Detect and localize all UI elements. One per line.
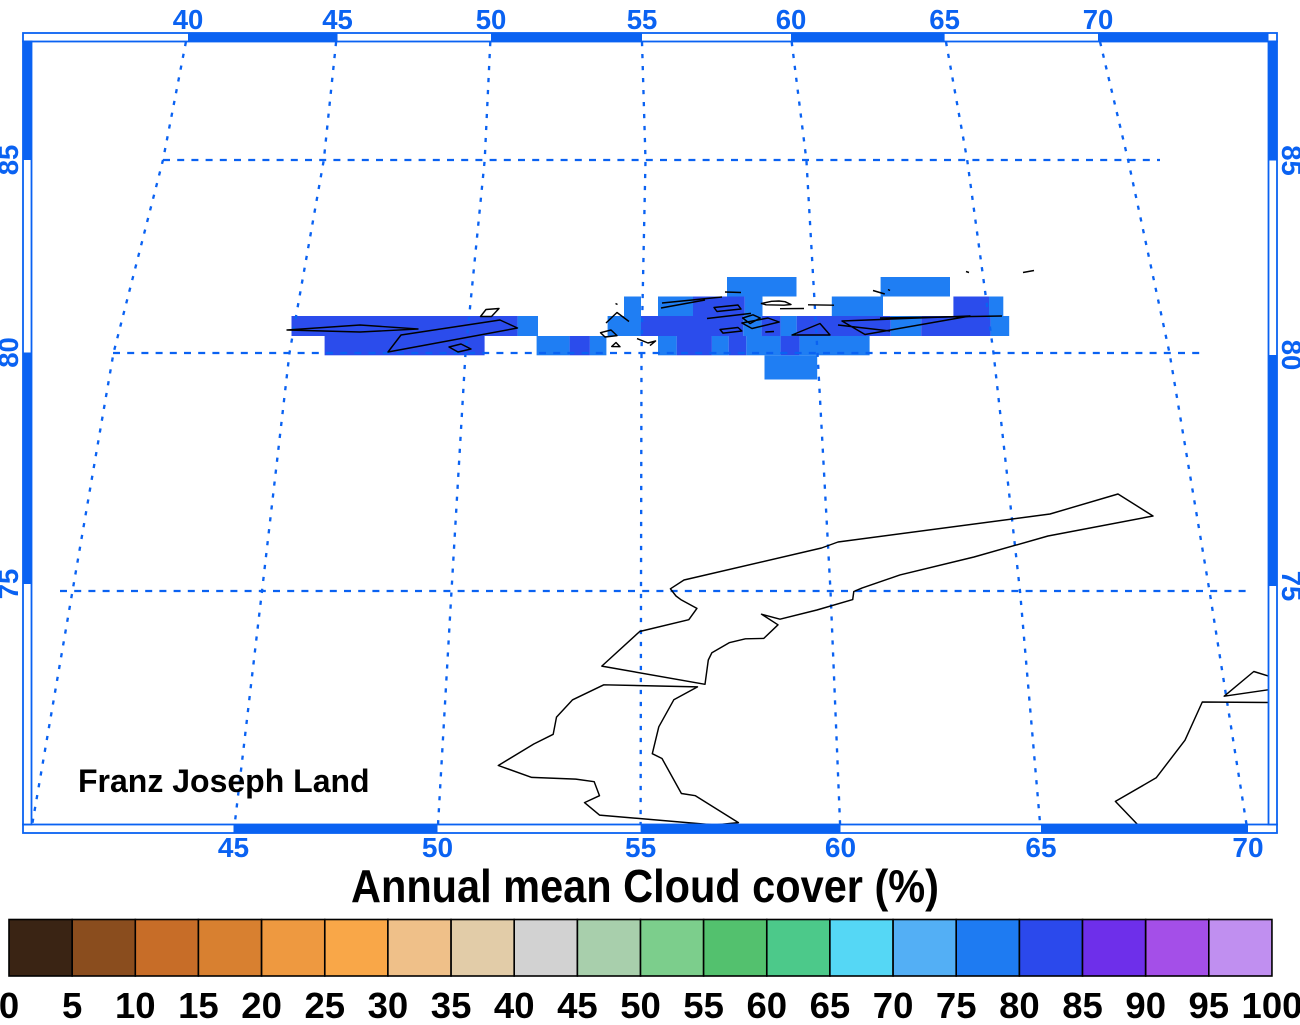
svg-text:70: 70 xyxy=(873,985,914,1025)
svg-text:65: 65 xyxy=(810,985,851,1025)
svg-text:35: 35 xyxy=(431,985,472,1025)
svg-text:30: 30 xyxy=(368,985,409,1025)
svg-text:50: 50 xyxy=(422,832,453,863)
svg-text:45: 45 xyxy=(322,4,353,35)
svg-text:5: 5 xyxy=(62,985,82,1025)
svg-text:75: 75 xyxy=(936,985,977,1025)
svg-text:65: 65 xyxy=(1025,832,1056,863)
svg-text:60: 60 xyxy=(746,985,787,1025)
svg-text:50: 50 xyxy=(620,985,661,1025)
svg-text:70: 70 xyxy=(1232,832,1263,863)
svg-text:70: 70 xyxy=(1083,4,1114,35)
svg-text:75: 75 xyxy=(1276,571,1300,602)
svg-text:85: 85 xyxy=(1062,985,1103,1025)
svg-text:90: 90 xyxy=(1125,985,1166,1025)
svg-text:Annual mean Cloud cover (%): Annual mean Cloud cover (%) xyxy=(351,860,939,912)
svg-text:10: 10 xyxy=(115,985,156,1025)
svg-text:65: 65 xyxy=(929,4,960,35)
svg-text:80: 80 xyxy=(999,985,1040,1025)
svg-text:20: 20 xyxy=(241,985,282,1025)
svg-text:60: 60 xyxy=(776,4,807,35)
svg-text:50: 50 xyxy=(476,4,507,35)
svg-text:80: 80 xyxy=(0,337,24,368)
svg-text:95: 95 xyxy=(1188,985,1229,1025)
svg-text:25: 25 xyxy=(304,985,345,1025)
svg-text:85: 85 xyxy=(1276,145,1300,176)
svg-text:40: 40 xyxy=(173,4,204,35)
svg-text:Franz Joseph Land: Franz Joseph Land xyxy=(78,763,370,799)
svg-text:45: 45 xyxy=(557,985,598,1025)
svg-text:45: 45 xyxy=(218,832,249,863)
svg-text:55: 55 xyxy=(625,832,656,863)
svg-text:60: 60 xyxy=(825,832,856,863)
svg-text:15: 15 xyxy=(178,985,219,1025)
svg-text:85: 85 xyxy=(0,145,24,176)
svg-text:0: 0 xyxy=(0,985,19,1025)
svg-text:80: 80 xyxy=(1276,340,1300,371)
svg-text:100: 100 xyxy=(1242,985,1300,1025)
svg-text:40: 40 xyxy=(494,985,535,1025)
svg-text:55: 55 xyxy=(683,985,724,1025)
svg-text:55: 55 xyxy=(627,4,658,35)
svg-text:75: 75 xyxy=(0,569,24,600)
